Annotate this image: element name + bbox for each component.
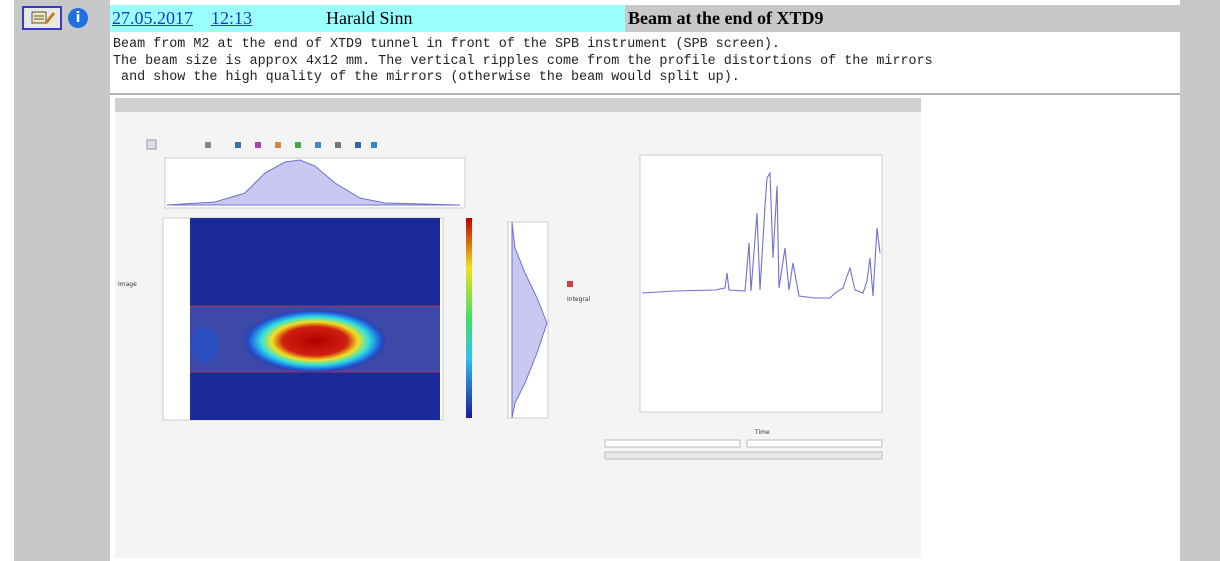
date-link[interactable]: 27.05.2017 [112, 5, 193, 32]
text-line: Beam from M2 at the end of XTD9 tunnel i… [113, 37, 933, 54]
beam-spot [243, 309, 387, 373]
sidebar [14, 0, 110, 561]
legend-swatch [567, 281, 573, 287]
window-titlebar [115, 98, 921, 112]
attached-screenshot: Image Integral Time [115, 98, 921, 558]
text-line: The beam size is approx 4x12 mm. The ver… [113, 54, 933, 71]
axis-label: Integral [567, 296, 591, 303]
button-row [605, 452, 882, 459]
axis-label: Time [754, 429, 770, 436]
input-field [747, 440, 882, 447]
right-margin [1180, 0, 1220, 561]
text-line: and show the high quality of the mirrors… [113, 70, 933, 87]
edit-icon[interactable] [22, 6, 62, 30]
info-icon[interactable]: i [68, 8, 88, 28]
entry-text: Beam from M2 at the end of XTD9 tunnel i… [113, 37, 933, 87]
input-field [605, 440, 740, 447]
colorbar [466, 218, 472, 418]
axis-label: Image [118, 281, 137, 288]
entry-meta: 27.05.2017 12:13 Harald Sinn [110, 5, 625, 32]
edit-glyph [24, 8, 60, 28]
time-link[interactable]: 12:13 [211, 5, 252, 32]
author: Harald Sinn [326, 5, 412, 32]
trend-frame [640, 155, 882, 412]
page: {"header": {"date": "27.05.2017", "time"… [0, 0, 1220, 561]
halo [191, 327, 219, 363]
entry-title: Beam at the end of XTD9 [628, 5, 824, 32]
separator [110, 93, 1180, 95]
